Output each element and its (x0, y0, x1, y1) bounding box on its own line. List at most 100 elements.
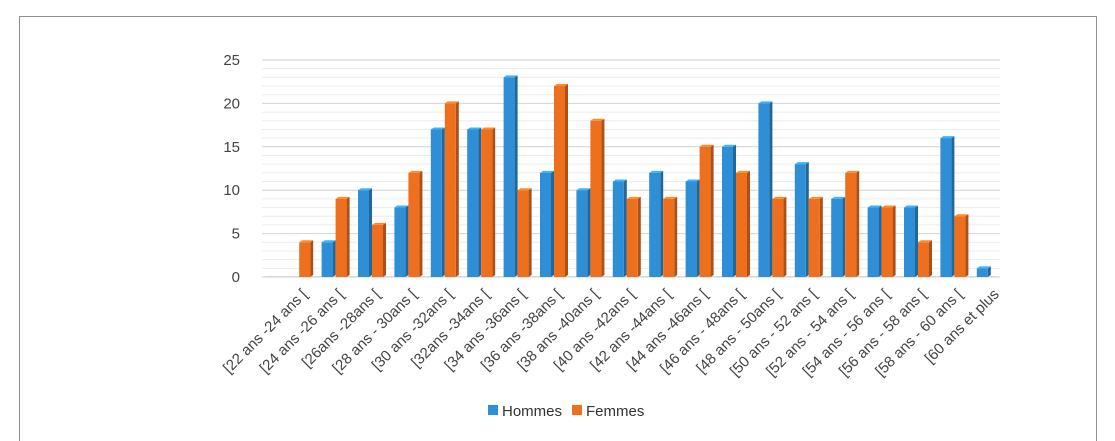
bar-hommes (758, 101, 773, 278)
bar-side (528, 188, 532, 277)
bar-top (372, 222, 386, 225)
bar-top (517, 188, 532, 191)
bar-front (590, 120, 602, 277)
bar-top (358, 188, 372, 191)
bar-front (540, 172, 551, 277)
bar-top (976, 266, 991, 269)
bar-hommes (321, 240, 336, 277)
bar-top (503, 75, 518, 78)
bar-front (772, 198, 784, 277)
bar-hommes (722, 144, 736, 277)
bar-front (663, 198, 675, 277)
bar-front (358, 190, 369, 277)
bar-femmes (845, 170, 860, 277)
bar-front (299, 242, 311, 277)
bar-front (722, 146, 733, 277)
bar-front (408, 172, 420, 277)
bar-side (551, 170, 554, 277)
y-axis: 0 5 10 15 20 25 (223, 52, 240, 286)
bar-front (612, 181, 624, 277)
y-tick-label: 20 (223, 95, 240, 112)
bar-top (831, 196, 846, 199)
bar-hommes (576, 188, 591, 277)
bar-front (881, 207, 893, 277)
bar-femmes (808, 196, 823, 277)
bar-top (540, 170, 554, 173)
bar-top (481, 127, 496, 130)
bar-side (623, 179, 627, 277)
bar-side (733, 144, 736, 277)
bar-front (918, 242, 929, 277)
bar-femmes (772, 196, 787, 277)
bar-hommes (358, 188, 372, 277)
bar-front (845, 172, 857, 277)
bar-front (685, 181, 697, 277)
bar-hommes (794, 162, 809, 277)
bar-side (878, 205, 882, 277)
bar-top (845, 170, 860, 173)
bar-side (637, 196, 641, 277)
y-tick-label: 0 (232, 269, 240, 286)
bar-side (441, 127, 445, 277)
bar-top (722, 144, 736, 147)
bar-side (332, 240, 336, 277)
bar-side (660, 170, 664, 277)
legend-label: Femmes (586, 403, 644, 420)
bar-side (478, 127, 482, 277)
bar-femmes (372, 222, 386, 277)
bar-side (892, 205, 896, 277)
bar-femmes (699, 144, 714, 277)
y-tick-label: 5 (232, 226, 240, 243)
bar-side (674, 196, 678, 277)
y-tick-label: 15 (223, 139, 240, 156)
legend-label: Hommes (502, 403, 562, 420)
bar-femmes (918, 240, 932, 277)
bar-top (954, 214, 969, 217)
x-axis: [22 ans -24 ans [[24 ans -26 ans [[26ans… (220, 285, 1003, 380)
bar-top (685, 179, 700, 182)
bar-side (419, 170, 423, 277)
bar-hommes (430, 127, 445, 277)
bar-front (626, 198, 638, 277)
bar-top (612, 179, 627, 182)
bar-side (929, 240, 932, 277)
bar-side (696, 179, 700, 277)
bar-femmes (444, 101, 459, 278)
bar-hommes (503, 75, 518, 277)
bar-femmes (626, 196, 641, 277)
bar-front (904, 207, 915, 277)
bar-side (842, 196, 846, 277)
bar-front (699, 146, 711, 277)
bar-side (587, 188, 591, 277)
bar-side (951, 136, 955, 277)
bar-front (430, 129, 442, 277)
bar-femmes (299, 240, 314, 277)
bar-front (576, 190, 588, 277)
y-tick-label: 10 (223, 182, 240, 199)
bar-front (831, 198, 843, 277)
bar-top (408, 170, 423, 173)
bar-top (444, 101, 459, 104)
bar-hommes (831, 196, 846, 277)
bar-side (369, 188, 372, 277)
bar-front (867, 207, 879, 277)
bar-front (394, 207, 406, 277)
bar-top (904, 205, 918, 208)
bar-hommes (467, 127, 482, 277)
bar-side (987, 266, 991, 277)
bar-femmes (736, 170, 750, 277)
bar-hommes (540, 170, 554, 277)
bar-femmes (663, 196, 678, 277)
bar-hommes (649, 170, 664, 277)
bar-front (481, 129, 493, 277)
bar-side (965, 214, 969, 277)
bar-side (492, 127, 496, 277)
bar-side (601, 118, 605, 277)
bar-top (699, 144, 714, 147)
bar-side (514, 75, 518, 277)
bar-femmes (954, 214, 969, 277)
bar-top (940, 136, 955, 139)
bar-front (976, 268, 988, 277)
bar-front (649, 172, 661, 277)
